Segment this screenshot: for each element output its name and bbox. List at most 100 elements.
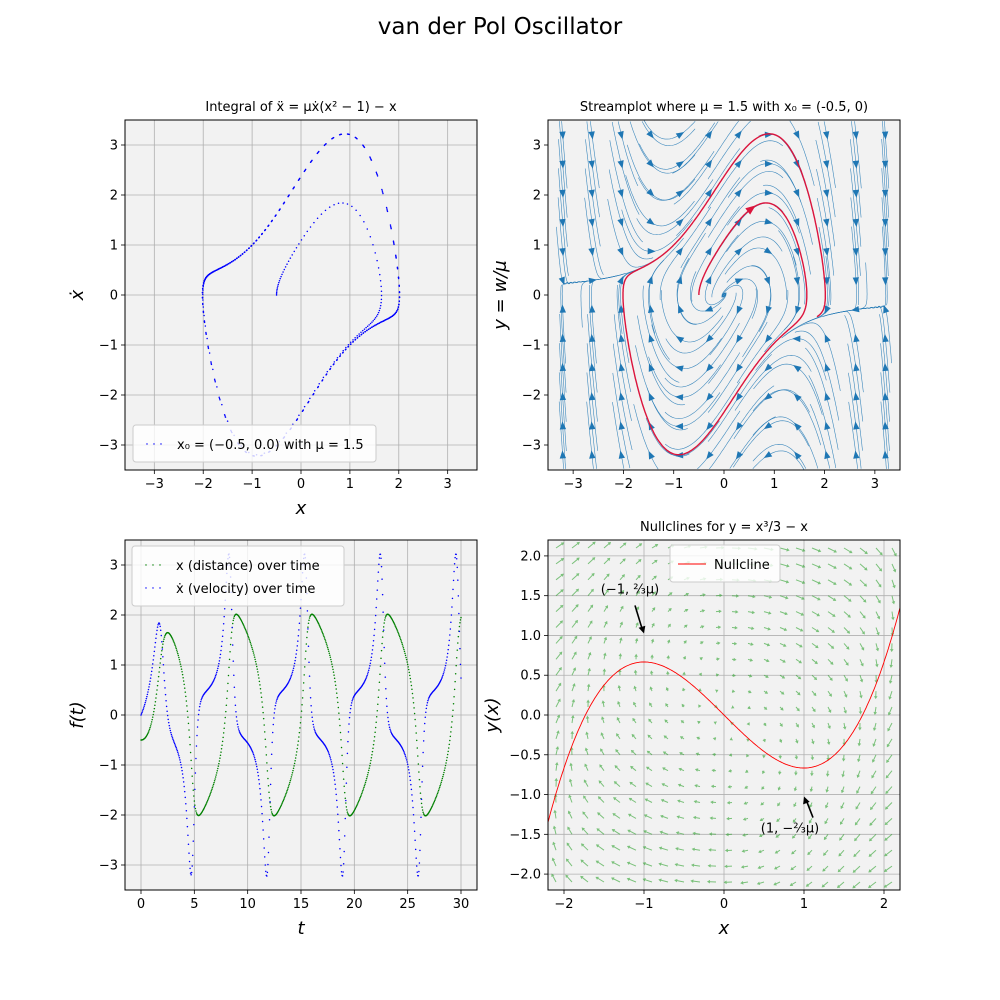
quiver-arrow xyxy=(760,802,765,806)
velocity-point xyxy=(152,659,155,661)
velocity-point xyxy=(167,721,170,724)
quiver-arrow xyxy=(711,768,717,773)
distance-point xyxy=(195,810,197,812)
quiver-arrow xyxy=(627,829,637,835)
distance-point xyxy=(306,636,308,639)
distance-point xyxy=(451,715,454,718)
velocity-point xyxy=(311,716,313,718)
distance-point xyxy=(293,765,295,767)
velocity-point xyxy=(174,745,177,747)
nullcline-curve xyxy=(548,607,900,823)
stream-arrow xyxy=(617,247,624,256)
distance-point xyxy=(414,718,416,721)
data-point xyxy=(289,257,292,259)
velocity-point xyxy=(171,737,174,739)
data-point xyxy=(316,217,319,219)
stream-arrow xyxy=(704,159,713,169)
quiver-arrow xyxy=(859,659,864,667)
distance-point xyxy=(286,788,289,790)
stream-arrow xyxy=(617,218,624,227)
velocity-point xyxy=(276,698,278,700)
quiver-arrow xyxy=(724,864,733,869)
velocity-point xyxy=(446,656,448,658)
distance-point xyxy=(399,638,402,641)
distance-point xyxy=(257,671,259,673)
distance-point xyxy=(194,804,196,806)
quiver-arrow xyxy=(875,643,880,652)
velocity-point xyxy=(258,783,261,785)
velocity-point xyxy=(153,654,155,657)
quiver-arrow xyxy=(873,691,878,700)
data-point xyxy=(333,361,336,363)
velocity-point xyxy=(443,671,445,673)
distance-point xyxy=(220,748,223,750)
velocity-point xyxy=(294,656,297,659)
distance-point xyxy=(406,663,409,666)
distance-point xyxy=(384,617,387,619)
velocity-point xyxy=(197,719,199,721)
stream-arrow xyxy=(793,247,800,257)
stream-arrow xyxy=(706,392,714,401)
data-point xyxy=(371,321,373,323)
velocity-point xyxy=(230,608,233,611)
distance-point xyxy=(396,629,398,631)
data-point xyxy=(264,228,267,231)
quiver-arrow xyxy=(660,798,669,803)
legend-marker xyxy=(159,587,161,589)
velocity-point xyxy=(386,705,388,708)
velocity-point xyxy=(255,765,258,768)
velocity-point xyxy=(270,767,272,770)
velocity-point xyxy=(402,748,404,751)
velocity-point xyxy=(332,771,335,774)
velocity-point xyxy=(144,701,147,704)
velocity-point xyxy=(222,623,225,625)
data-point xyxy=(397,277,400,280)
distance-point xyxy=(452,709,454,711)
quiver-arrow xyxy=(553,809,557,819)
stream-arrow xyxy=(852,218,859,228)
distance-point xyxy=(156,689,158,691)
distance-point xyxy=(285,791,288,793)
quiver-arrow xyxy=(555,730,560,740)
quiver-arrow xyxy=(649,686,653,692)
quiver-arrow xyxy=(679,752,685,756)
velocity-point xyxy=(457,595,460,597)
velocity-point xyxy=(157,623,159,626)
quiver-arrow xyxy=(792,818,797,823)
quiver-arrow xyxy=(778,754,782,760)
quiver-arrow xyxy=(725,832,733,837)
velocity-point xyxy=(452,588,454,591)
velocity-point xyxy=(408,772,411,774)
velocity-point xyxy=(218,660,221,662)
quiver-arrow xyxy=(889,643,894,653)
distance-point xyxy=(357,800,360,803)
data-point xyxy=(224,415,226,417)
quiver-arrow xyxy=(779,627,788,632)
data-point xyxy=(244,251,246,253)
quiver-arrow xyxy=(631,733,637,740)
velocity-point xyxy=(235,710,237,713)
distance-point xyxy=(433,800,436,803)
stream-arrow xyxy=(735,392,744,402)
distance-point xyxy=(364,783,366,785)
quiver-arrow xyxy=(853,849,861,858)
velocity-point xyxy=(216,669,219,672)
distance-point xyxy=(291,774,293,776)
distance-point xyxy=(175,649,178,651)
quiver-arrow xyxy=(779,658,786,663)
distance-point xyxy=(292,767,295,770)
velocity-point xyxy=(459,663,462,666)
distance-point xyxy=(189,743,191,746)
distance-point xyxy=(174,644,176,647)
velocity-point xyxy=(343,850,345,853)
velocity-point xyxy=(289,677,292,680)
stream-arrow xyxy=(617,160,624,169)
distance-point xyxy=(210,791,212,794)
data-point xyxy=(373,318,376,321)
distance-point xyxy=(318,624,320,626)
distance-point xyxy=(158,671,160,673)
distance-point xyxy=(283,797,286,799)
distance-point xyxy=(260,692,262,694)
stream-arrow xyxy=(764,392,773,401)
velocity-point xyxy=(187,834,189,837)
